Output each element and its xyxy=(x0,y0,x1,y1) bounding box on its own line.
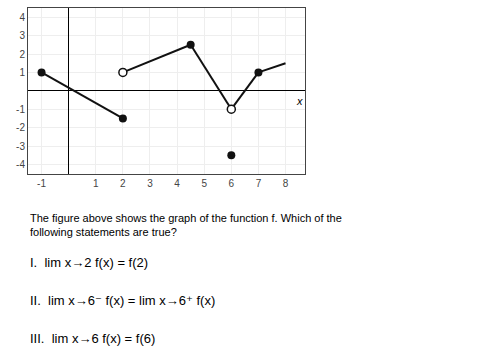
svg-text:-3: -3 xyxy=(16,141,25,152)
svg-text:3: 3 xyxy=(147,178,153,189)
svg-text:2: 2 xyxy=(19,49,25,60)
svg-text:5: 5 xyxy=(201,178,207,189)
svg-text:III. lim x→6 f(x) = f(6): III. lim x→6 f(x) = f(6) xyxy=(30,331,155,346)
svg-text:II. lim x→6⁻ f(x) = lim x→6⁺: II. lim x→6⁻ f(x) = lim x→6⁺ f(x) xyxy=(30,293,215,308)
svg-text:8: 8 xyxy=(283,178,289,189)
svg-text:1: 1 xyxy=(93,178,99,189)
svg-text:I. lim x→2 f(x) = f(2): I. lim x→2 f(x) = f(2) xyxy=(30,255,148,270)
svg-text:1: 1 xyxy=(19,67,25,78)
svg-text:-4: -4 xyxy=(16,159,25,170)
svg-text:6: 6 xyxy=(229,178,235,189)
svg-text:-1: -1 xyxy=(37,178,46,189)
svg-text:7: 7 xyxy=(256,178,262,189)
svg-text:The figure above shows the gra: The figure above shows the graph of the … xyxy=(30,212,342,238)
svg-text:3: 3 xyxy=(19,30,25,41)
svg-text:4: 4 xyxy=(19,12,25,23)
svg-text:-2: -2 xyxy=(16,122,25,133)
svg-text:2: 2 xyxy=(120,178,126,189)
svg-text:-1: -1 xyxy=(16,104,25,115)
svg-text:x: x xyxy=(296,95,303,107)
svg-text:4: 4 xyxy=(174,178,180,189)
